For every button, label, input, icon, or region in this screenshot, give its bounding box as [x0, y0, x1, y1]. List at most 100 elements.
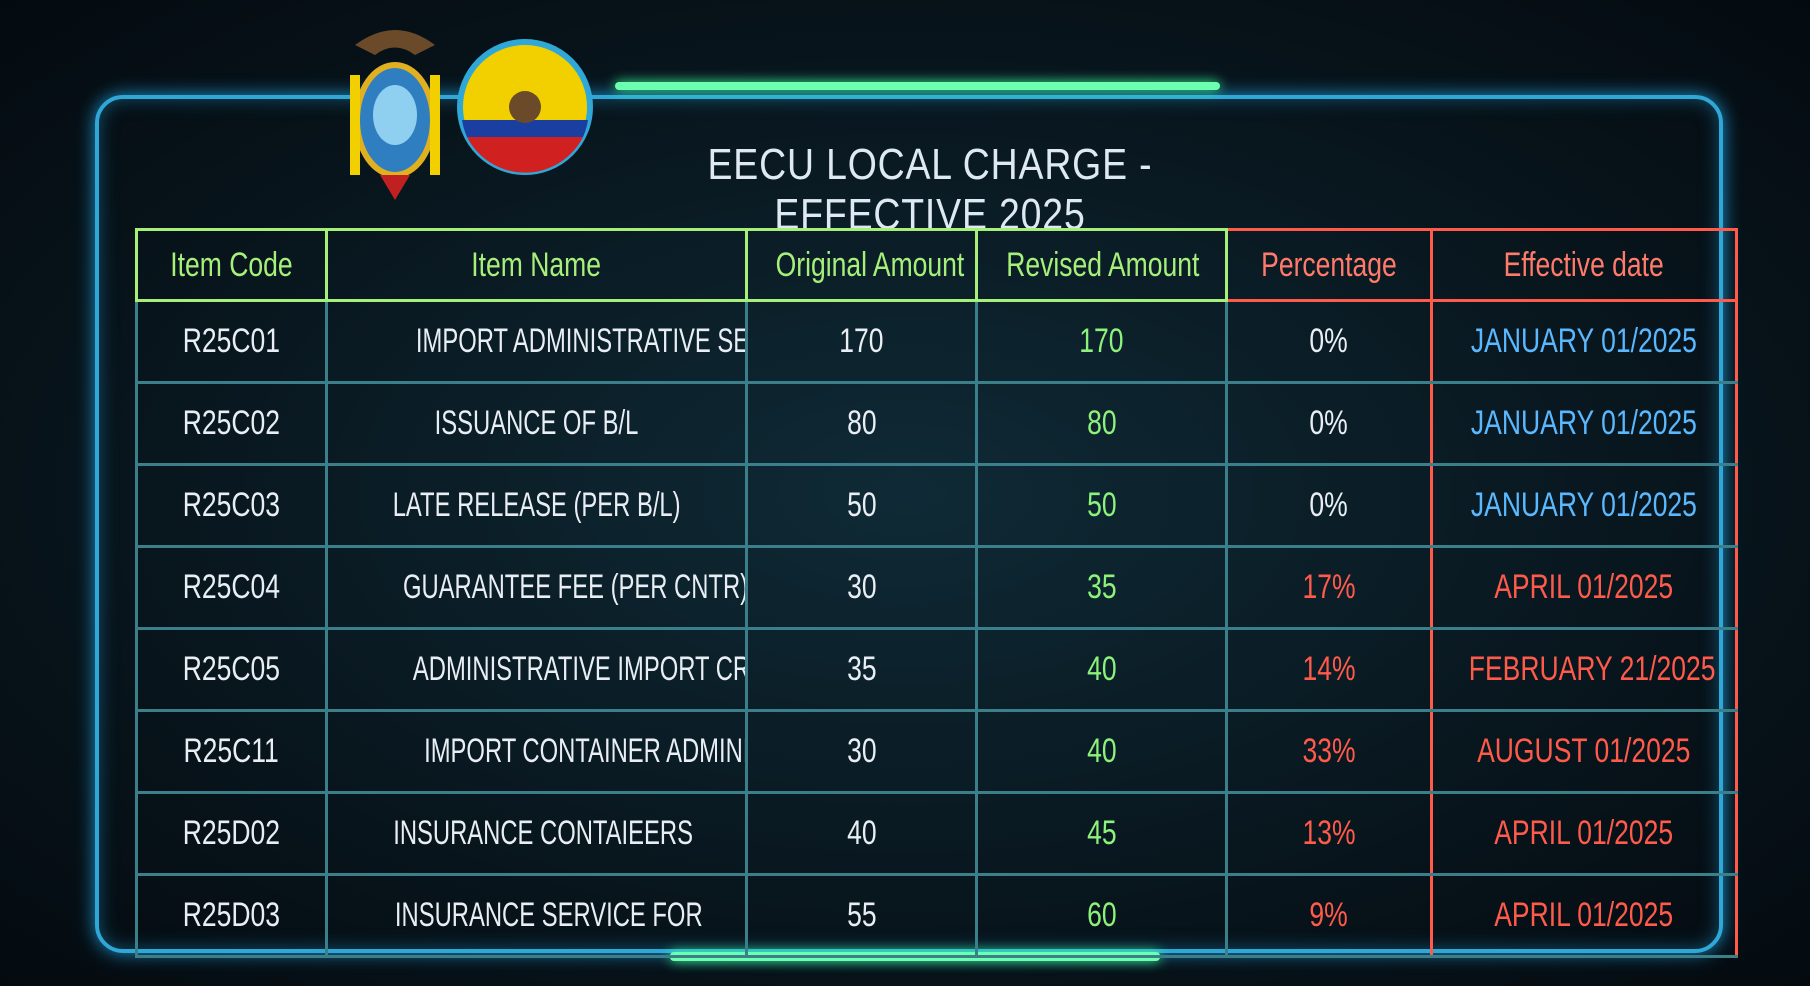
table-cell: R25C11	[135, 709, 328, 794]
table-cell: JANUARY 01/2025	[1430, 463, 1738, 548]
emblems	[350, 30, 593, 200]
table-cell: R25D03	[135, 873, 328, 958]
glow-bar	[615, 82, 1220, 90]
table-cell: 30	[745, 545, 978, 630]
table-cell: 55	[745, 873, 978, 958]
cell-text: R25C03	[182, 486, 281, 524]
table-cell: 80	[745, 381, 978, 466]
table-cell: 50	[745, 463, 978, 548]
cell-text: 30	[846, 568, 877, 606]
header-text: Effective date	[1503, 245, 1665, 284]
table-cell: 9%	[1225, 873, 1433, 958]
cell-text: 0%	[1309, 322, 1349, 360]
table-cell: 17%	[1225, 545, 1433, 630]
glow-bar	[670, 952, 1160, 961]
cell-text: IMPORT CONTAINER ADMINISTRATION	[424, 732, 743, 770]
cell-text: R25C11	[183, 732, 280, 770]
header-text: Revised Amount	[1006, 245, 1200, 284]
header-text: Percentage	[1261, 245, 1397, 284]
table-cell: 30	[745, 709, 978, 794]
cell-text: 0%	[1309, 404, 1349, 442]
cell-text: 13%	[1302, 814, 1356, 852]
cell-text: 40	[846, 814, 877, 852]
table-cell: 50	[975, 463, 1228, 548]
cell-text: R25C02	[182, 404, 281, 442]
cell-text: LATE RELEASE (PER B/L)	[392, 486, 681, 524]
cell-text: FEBRUARY 21/2025	[1468, 650, 1716, 688]
table-cell: IMPORT ADMINISTRATIVE SERVICE	[325, 299, 748, 384]
header-cell: Item Name	[325, 228, 748, 302]
cell-text: R25C01	[182, 322, 281, 360]
cell-text: JANUARY 01/2025	[1470, 486, 1698, 524]
table-cell: INSURANCE CONTAIEERS	[325, 791, 748, 876]
table-cell: 40	[745, 791, 978, 876]
cell-text: 30	[846, 732, 877, 770]
header-cell: Revised Amount	[975, 228, 1228, 302]
table-cell: APRIL 01/2025	[1430, 873, 1738, 958]
table-cell: R25C04	[135, 545, 328, 630]
table-cell: FEBRUARY 21/2025	[1430, 627, 1738, 712]
flag-circle	[457, 39, 593, 175]
table-cell: JANUARY 01/2025	[1430, 381, 1738, 466]
cell-text: 17%	[1302, 568, 1356, 606]
cell-text: INSURANCE SERVICE FOR	[394, 896, 703, 934]
table-row: R25C02 ISSUANCE OF B/L 80 80 0% JANUARY 01/20…	[135, 381, 1738, 466]
table-cell: ADMINISTRATIVE IMPORT CREDIT	[325, 627, 748, 712]
cell-text: ISSUANCE OF B/L	[434, 404, 639, 442]
table-cell: 14%	[1225, 627, 1433, 712]
cell-text: INSURANCE CONTAIEERS	[393, 814, 693, 852]
cell-text: APRIL 01/2025	[1494, 568, 1674, 606]
table-cell: APRIL 01/2025	[1430, 545, 1738, 630]
cell-text: R25C04	[182, 568, 281, 606]
coat-of-arms	[350, 30, 440, 200]
table-cell: INSURANCE SERVICE FOR	[325, 873, 748, 958]
table-cell: R25C05	[135, 627, 328, 712]
table-cell: 60	[975, 873, 1228, 958]
table-cell: GUARANTEE FEE (PER CNTR)	[325, 545, 748, 630]
table-cell: 45	[975, 791, 1228, 876]
table-cell: R25C02	[135, 381, 328, 466]
title: EECU LOCAL CHARGE - EFFECTIVE 2025	[707, 140, 1153, 239]
cell-text: R25D02	[182, 814, 281, 852]
table-cell: APRIL 01/2025	[1430, 791, 1738, 876]
header-text: Item Code	[170, 245, 293, 284]
table-cell: 40	[975, 627, 1228, 712]
header-cell: Original Amount	[745, 228, 978, 302]
table-cell: 0%	[1225, 381, 1433, 466]
table-cell: 40	[975, 709, 1228, 794]
cell-text: 60	[1086, 896, 1117, 934]
table-cell: AUGUST 01/2025	[1430, 709, 1738, 794]
cell-text: 33%	[1302, 732, 1356, 770]
cell-text: JANUARY 01/2025	[1470, 404, 1698, 442]
table-cell: LATE RELEASE (PER B/L)	[325, 463, 748, 548]
cell-text: R25D03	[182, 896, 281, 934]
table-cell: 35	[975, 545, 1228, 630]
cell-text: 80	[1086, 404, 1117, 442]
table-row: R25D02 INSURANCE CONTAIEERS 40 45 13% APRIL 0…	[135, 791, 1738, 876]
cell-text: JANUARY 01/2025	[1470, 322, 1698, 360]
table-cell: R25C01	[135, 299, 328, 384]
cell-text: 45	[1086, 814, 1117, 852]
table-cell: 13%	[1225, 791, 1433, 876]
table-row: R25C04 GUARANTEE FEE (PER CNTR) 30 35 17% APR…	[135, 545, 1738, 630]
cell-text: AUGUST 01/2025	[1477, 732, 1691, 770]
table-cell: 0%	[1225, 463, 1433, 548]
table-cell: JANUARY 01/2025	[1430, 299, 1738, 384]
header-cell: Effective date	[1430, 228, 1738, 302]
cell-text: R25C05	[182, 650, 281, 688]
cell-text: 35	[846, 650, 877, 688]
header-text: Item Name	[471, 245, 602, 284]
header-row: Item Code Item Name Original Amount Revised…	[135, 228, 1738, 302]
cell-text: 35	[1086, 568, 1117, 606]
cell-text: 14%	[1302, 650, 1356, 688]
table-cell: R25C03	[135, 463, 328, 548]
table-cell: ISSUANCE OF B/L	[325, 381, 748, 466]
cell-text: 9%	[1309, 896, 1349, 934]
cell-text: APRIL 01/2025	[1494, 896, 1674, 934]
cell-text: GUARANTEE FEE (PER CNTR)	[402, 568, 747, 606]
table-cell: 0%	[1225, 299, 1433, 384]
table-cell: 35	[745, 627, 978, 712]
header-text: Original Amount	[775, 245, 965, 284]
table-row: R25D03 INSURANCE SERVICE FOR 55 60 9% APRIL 0…	[135, 873, 1738, 958]
